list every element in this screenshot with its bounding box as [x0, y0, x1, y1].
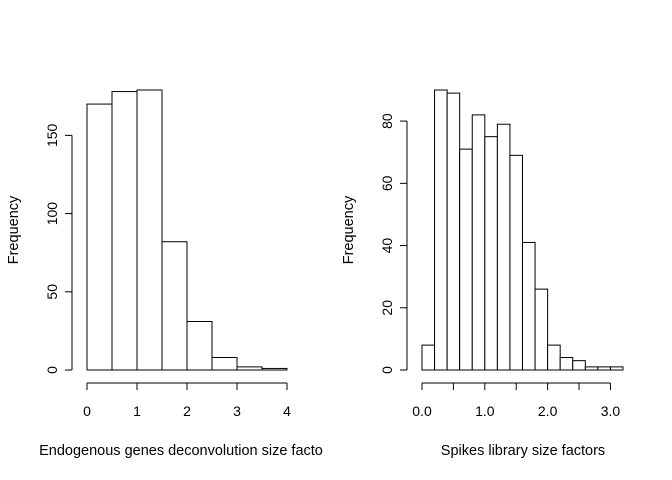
y-tick-label: 150	[44, 123, 60, 147]
histogram-bar	[584, 366, 599, 371]
y-tick-label: 60	[379, 175, 395, 191]
histogram-bar	[522, 241, 536, 371]
histogram-bar	[186, 321, 213, 371]
x-tick-label: 1.0	[475, 403, 495, 419]
histogram-bar	[609, 366, 624, 371]
histogram-bar	[459, 148, 473, 371]
x-tick-label: 3.0	[601, 403, 621, 419]
x-axis-label: Endogenous genes deconvolution size fact…	[39, 443, 323, 459]
histogram-spike-size-factors: 0.0 1.0 2.0 3.0 0 20 40 60 80 Spikes library size…	[341, 89, 624, 459]
histogram-bar	[434, 89, 448, 371]
x-tick-label: 2.0	[538, 403, 558, 419]
histogram-bar	[471, 114, 486, 371]
histogram-bar	[161, 241, 188, 371]
histogram-bar	[572, 360, 586, 371]
y-tick-label: 0	[379, 366, 395, 374]
x-tick-label: 2	[183, 403, 191, 419]
histogram-bar	[559, 357, 574, 371]
histogram-bar	[86, 103, 113, 371]
histogram-bar	[261, 367, 288, 371]
x-tick-label: 3	[233, 403, 241, 419]
histogram-bar	[236, 366, 263, 371]
histogram-bar	[534, 288, 549, 371]
y-tick-label: 80	[379, 113, 395, 129]
histogram-bar	[547, 344, 561, 371]
histogram-bar	[446, 92, 461, 371]
histogram-bar	[421, 344, 436, 371]
histogram-bar	[136, 89, 163, 371]
y-tick-label: 40	[379, 238, 395, 254]
y-tick-label: 20	[379, 300, 395, 316]
x-tick-label: 0.0	[412, 403, 432, 419]
y-tick-label: 100	[44, 202, 60, 226]
x-tick-label: 0	[83, 403, 91, 419]
x-axis-label: Spikes library size factors	[441, 443, 605, 459]
x-tick-label: 4	[283, 403, 291, 419]
histogram-bar	[111, 91, 138, 371]
histogram-bar	[496, 123, 511, 371]
y-tick-label: 0	[44, 366, 60, 374]
histogram-endogenous-size-factors: 0 1 2 3 4 0 50 100 150 Endogenous genes deconvolu…	[6, 89, 323, 459]
x-tick-label: 1	[133, 403, 141, 419]
histogram-bar	[484, 136, 498, 371]
histogram-bar	[509, 154, 523, 371]
y-tick-label: 50	[44, 284, 60, 300]
y-axis-label: Frequency	[6, 195, 22, 264]
histogram-bar	[211, 356, 238, 371]
histogram-bar	[597, 366, 611, 371]
y-axis-label: Frequency	[341, 195, 357, 264]
